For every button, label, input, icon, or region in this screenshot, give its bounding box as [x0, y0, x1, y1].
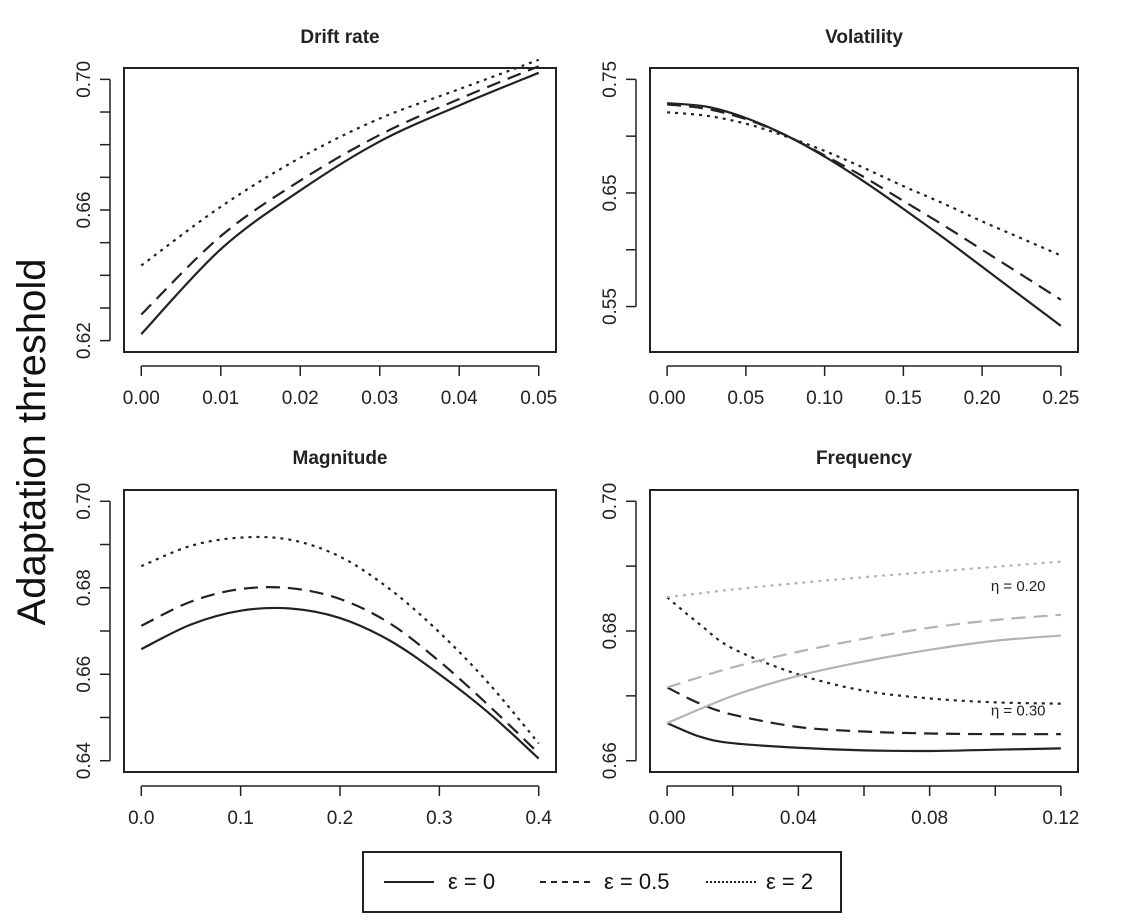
legend-item-eps-0: ε = 0: [448, 869, 496, 894]
y-tick-label: 0.62: [74, 322, 95, 359]
plot-frame: [649, 489, 1079, 773]
legend-dashed-line-sample: [540, 881, 590, 883]
x-tick-label: 0.05: [520, 388, 557, 409]
x-tick-label: 0.4: [526, 808, 553, 829]
series-line-solid-eta-0-20: [666, 634, 1061, 725]
x-tick-label: 0.03: [361, 388, 398, 409]
x-tick-label: 0.2: [327, 808, 353, 829]
x-tick-label: 0.0: [128, 808, 154, 829]
legend: ε = 0 ε = 0.5 ε = 2: [362, 851, 842, 913]
plot-frame: [123, 67, 557, 353]
series-line-solid: [140, 606, 540, 760]
y-tick-label: 0.68: [600, 613, 621, 650]
panel-title: Volatility: [825, 27, 903, 48]
y-tick-label: 0.70: [600, 483, 621, 520]
legend-dotted-line-sample: [706, 881, 756, 883]
series-line-dotted-eta-0-30: [666, 596, 1061, 705]
x-tick-label: 0.08: [911, 808, 948, 829]
x-tick-label: 0.00: [649, 808, 686, 829]
x-tick-label: 0.01: [202, 388, 239, 409]
x-tick-label: 0.02: [282, 388, 319, 409]
annotation: η = 0.20: [991, 578, 1046, 595]
x-tick-label: 0.1: [227, 808, 253, 829]
series-line-dotted: [667, 111, 1062, 257]
plot-frame: [123, 489, 557, 773]
y-tick-label: 0.75: [600, 61, 621, 98]
x-tick-label: 0.04: [441, 388, 478, 409]
x-tick-label: 0.00: [649, 388, 686, 409]
panel-title: Frequency: [816, 448, 913, 469]
annotation: η = 0.30: [991, 702, 1046, 719]
legend-item-eps-2: ε = 2: [766, 869, 814, 894]
y-tick-label: 0.70: [74, 61, 95, 98]
series-line-solid: [140, 71, 540, 335]
x-tick-label: 0.04: [780, 808, 817, 829]
y-tick-label: 0.68: [74, 569, 95, 606]
legend-solid-line-sample: [384, 881, 434, 883]
series-line-dashed: [140, 586, 540, 755]
y-tick-label: 0.70: [74, 483, 95, 520]
y-tick-label: 0.64: [74, 742, 95, 779]
panel-title: Drift rate: [300, 27, 379, 48]
x-tick-label: 0.10: [806, 388, 843, 409]
series-line-solid-eta-0-30: [666, 722, 1061, 753]
series-line-solid: [667, 102, 1062, 327]
series-line-dotted-eta-0-20: [666, 560, 1061, 599]
x-tick-label: 0.00: [123, 388, 160, 409]
x-tick-label: 0.12: [1042, 808, 1079, 829]
x-tick-label: 0.20: [964, 388, 1001, 409]
legend-item-eps-0-5: ε = 0.5: [604, 869, 670, 894]
y-tick-label: 0.66: [600, 742, 621, 779]
plot-frame: [649, 67, 1079, 353]
panel-drift-rate: Drift rate 0.00 0.01 0.02 0.03 0.04 0.05 0.62 0.…: [74, 27, 557, 409]
series-line-dashed-eta-0-30: [666, 686, 1061, 736]
series-line-dotted: [140, 58, 540, 267]
y-tick-label: 0.55: [600, 288, 621, 325]
panel-magnitude: Magnitude 0.0 0.1 0.2 0.3 0.4 0.64 0.66 0.68 0.70: [74, 448, 557, 829]
panel-frequency: Frequency 0.00 0.04 0.08 0.12 0.66 0.68 0.70 η =…: [600, 448, 1079, 829]
y-tick-label: 0.65: [600, 174, 621, 211]
panel-title: Magnitude: [293, 448, 388, 469]
x-tick-label: 0.3: [426, 808, 452, 829]
x-tick-label: 0.05: [727, 388, 764, 409]
panel-volatility: Volatility 0.00 0.05 0.10 0.15 0.20 0.25 0.55 0.…: [600, 27, 1079, 409]
series-line-dashed-eta-0-20: [666, 613, 1061, 689]
y-tick-label: 0.66: [74, 192, 95, 229]
y-tick-label: 0.66: [74, 656, 95, 693]
series-line-dashed: [140, 65, 540, 316]
x-tick-label: 0.25: [1042, 388, 1079, 409]
x-tick-label: 0.15: [885, 388, 922, 409]
series-line-dashed: [666, 103, 1062, 301]
series-line-dotted: [140, 535, 540, 745]
